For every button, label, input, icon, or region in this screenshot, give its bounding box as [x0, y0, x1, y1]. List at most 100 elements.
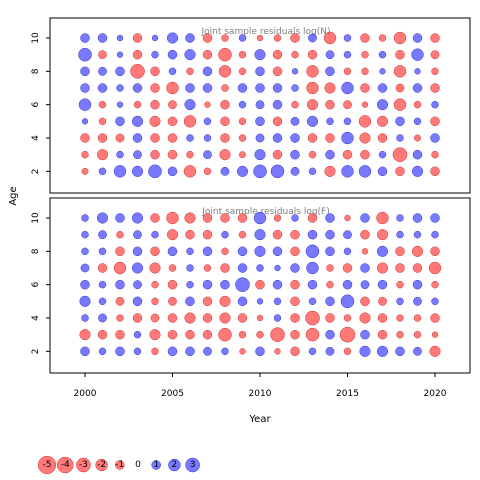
residual-bubble [166, 229, 179, 241]
residual-bubble [237, 263, 248, 273]
residual-bubble [430, 33, 440, 43]
residual-bubble [290, 263, 300, 273]
residual-bubble [308, 150, 317, 159]
residual-bubble [270, 327, 285, 342]
residual-bubble [411, 48, 424, 61]
residual-bubble [274, 264, 281, 272]
residual-bubble [97, 329, 108, 340]
residual-bubble [133, 230, 142, 240]
residual-bubble [186, 150, 194, 159]
residual-bubble [202, 66, 213, 77]
residual-bubble [307, 279, 318, 290]
residual-bubble [379, 68, 386, 75]
residual-bubble [238, 230, 247, 239]
residual-bubble [290, 149, 300, 160]
residual-bubble [360, 213, 370, 223]
residual-bubble [429, 345, 441, 357]
residual-bubble [256, 314, 264, 322]
residual-bubble [80, 33, 90, 43]
residual-bubble [221, 247, 229, 256]
residual-bubble [184, 212, 196, 224]
residual-bubble [220, 116, 230, 127]
residual-bubble [221, 34, 229, 42]
residual-bubble [360, 83, 370, 93]
residual-bubble [396, 134, 404, 142]
residual-bubble [272, 66, 283, 77]
residual-bubble [186, 67, 194, 76]
residual-bubble [98, 297, 107, 306]
legend-label: 2 [172, 460, 178, 470]
legend-label: -4 [61, 460, 70, 470]
residual-bubble [305, 244, 320, 259]
x-tick-label: 2000 [74, 389, 97, 399]
residual-bubble [305, 310, 320, 326]
residual-bubble [341, 81, 354, 95]
size-legend: -5 -4 -3 -2 -1 0 1 2 3 [37, 455, 200, 475]
residual-bubble [290, 33, 300, 43]
residual-bubble [131, 165, 144, 177]
residual-bubble [186, 247, 194, 256]
residual-bubble [290, 346, 300, 357]
residual-bubble [412, 213, 423, 223]
residual-bubble [202, 83, 213, 93]
residual-bubble [378, 34, 387, 42]
residual-bubble [272, 116, 283, 127]
residual-bubble [360, 329, 370, 340]
residual-bubble [116, 34, 124, 42]
residual-bubble [413, 346, 422, 356]
residual-bubble [79, 329, 91, 341]
residual-bubble [393, 65, 407, 78]
residual-bubble [202, 329, 213, 340]
residual-bubble [132, 33, 143, 43]
residual-bubble [273, 314, 282, 322]
residual-bubble [131, 262, 144, 274]
x-tick-label: 2015 [336, 389, 359, 399]
residual-bubble [220, 133, 230, 143]
residual-bubble [238, 34, 247, 42]
residual-bubble [343, 100, 352, 110]
residual-bubble [306, 115, 319, 127]
residual-bubble [255, 66, 265, 77]
residual-bubble [377, 313, 388, 323]
residual-bubble [97, 133, 108, 143]
residual-bubble [395, 346, 405, 357]
residual-bubble [221, 230, 229, 239]
residual-bubble [150, 213, 160, 223]
residual-bubble [324, 165, 336, 177]
residual-bubble [168, 100, 177, 110]
residual-bubble [291, 100, 299, 109]
residual-bubble [254, 49, 266, 61]
residual-bubble [150, 133, 160, 143]
residual-bubble [98, 100, 107, 109]
residual-bubble [116, 51, 124, 58]
residual-bubble [361, 50, 369, 59]
residual-bubble [115, 279, 125, 290]
residual-bubble [414, 68, 421, 75]
y-tick-label: 8 [31, 248, 41, 254]
residual-bubble [290, 313, 300, 323]
residual-bubble [290, 116, 300, 126]
residual-bubble [116, 101, 124, 108]
residual-bubble [272, 279, 283, 290]
residual-bubble [308, 167, 317, 176]
residual-bubble [97, 263, 108, 273]
residual-bubble [376, 345, 389, 357]
residual-bubble [202, 313, 213, 323]
residual-bubble [272, 133, 283, 143]
residual-bubble [343, 117, 352, 126]
residual-bubble [395, 49, 405, 60]
residual-bubble [306, 81, 319, 95]
residual-bubble [133, 347, 142, 356]
residual-bubble [237, 313, 248, 323]
residual-bubble [290, 246, 300, 257]
residual-bubble [396, 330, 404, 339]
residual-bubble [132, 246, 143, 257]
residual-bubble [78, 47, 92, 62]
residual-bubble [360, 33, 370, 43]
residual-bubble [376, 262, 389, 274]
residual-bubble [202, 279, 213, 290]
residual-bubble [411, 165, 424, 177]
residual-bubble [308, 33, 317, 43]
residual-bubble [98, 280, 107, 289]
